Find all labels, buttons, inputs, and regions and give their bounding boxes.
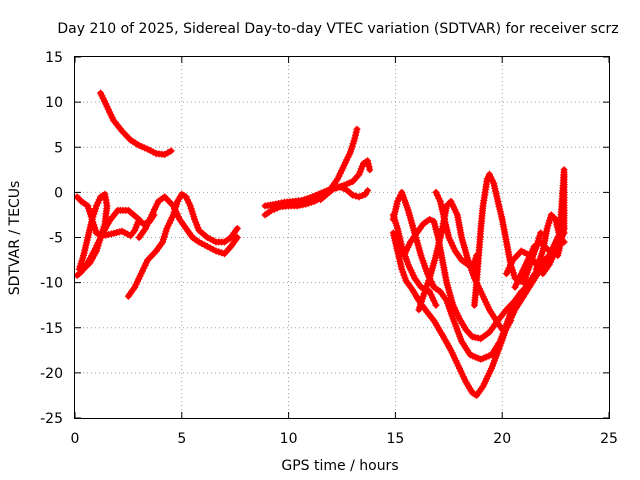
series-track-5: [124, 190, 241, 300]
y-tick-label: -25: [40, 411, 63, 427]
x-tick-label: 20: [493, 431, 511, 447]
data-point-marker: [433, 191, 441, 199]
data-point-marker: [95, 196, 103, 204]
data-point-marker: [358, 192, 366, 199]
series-track-1: [97, 89, 175, 158]
chart-title: Day 210 of 2025, Sidereal Day-to-day VTE…: [57, 21, 618, 37]
series-track-8: [261, 157, 374, 210]
data-point-marker: [362, 190, 369, 198]
data-point-marker: [167, 147, 175, 155]
series-track-4: [75, 190, 111, 278]
data-point-marker: [488, 176, 496, 184]
data-point-marker: [432, 188, 440, 196]
x-tick-label: 5: [177, 431, 186, 447]
data-point-marker: [483, 175, 491, 183]
series-track-2: [75, 193, 143, 240]
data-point-marker: [365, 163, 373, 171]
data-point-marker: [399, 268, 407, 276]
y-axis-label: SDTVAR / TECUs: [7, 181, 23, 296]
data-point-marker: [352, 131, 359, 139]
data-point-marker: [426, 215, 434, 223]
data-point-marker: [507, 317, 515, 325]
data-point-marker: [560, 166, 568, 174]
data-point-marker: [92, 229, 100, 237]
data-point-marker: [333, 184, 341, 192]
data-point-marker: [395, 194, 403, 202]
grid: [75, 57, 609, 418]
data-point-marker: [182, 193, 190, 201]
data-point-marker: [94, 199, 102, 207]
x-tick-label: 15: [386, 431, 404, 447]
data-point-marker: [364, 157, 372, 165]
data-point-marker: [355, 193, 363, 201]
data-point-marker: [517, 288, 525, 296]
data-point-marker: [351, 134, 359, 142]
y-tick-label: 15: [45, 50, 63, 66]
data-point-marker: [185, 199, 193, 207]
data-point-marker: [366, 166, 374, 174]
x-tick-label: 25: [600, 431, 618, 447]
data-point-marker: [394, 197, 401, 205]
series-line: [125, 191, 241, 299]
y-tick-label: 0: [54, 185, 63, 201]
data-point-marker: [352, 192, 360, 200]
series-track-9: [317, 183, 372, 204]
y-tick-label: -10: [40, 276, 63, 292]
y-tick-label: -5: [49, 231, 63, 247]
series-group: [75, 89, 568, 399]
series-layer: [75, 89, 568, 399]
data-point-marker: [432, 301, 440, 309]
data-point-marker: [435, 194, 443, 202]
data-point-marker: [560, 238, 568, 246]
y-tick-labels: 15 10 5 0 -5 -10 -15 -20 -25: [40, 50, 63, 427]
data-point-marker: [184, 196, 191, 204]
data-point-marker: [427, 291, 435, 299]
data-point-marker: [353, 125, 361, 133]
plot-frame: [74, 56, 610, 419]
data-point-marker: [336, 183, 344, 191]
data-point-marker: [364, 160, 372, 168]
series-track-14: [415, 197, 515, 336]
series-track-19: [532, 211, 568, 273]
data-point-marker: [75, 270, 83, 278]
data-point-marker: [349, 191, 357, 199]
data-point-marker: [352, 128, 360, 136]
y-tick-label: 5: [54, 140, 63, 156]
data-point-marker: [233, 234, 241, 241]
data-point-marker: [430, 297, 438, 305]
series-track-6: [135, 193, 241, 258]
data-point-marker: [364, 187, 372, 195]
data-point-marker: [233, 224, 241, 232]
data-point-marker: [485, 170, 493, 178]
data-point-marker: [330, 185, 337, 193]
series-track-16: [470, 170, 545, 309]
x-tick-label: 10: [280, 431, 298, 447]
axis-ticks: [74, 56, 610, 419]
x-axis-label: GPS time / hours: [281, 458, 398, 474]
y-tick-label: -15: [40, 321, 63, 337]
x-tick-labels: 0 5 10 15 20 25: [71, 431, 618, 447]
data-point-marker: [428, 294, 436, 302]
x-tick-label: 0: [71, 431, 80, 447]
data-point-marker: [339, 184, 347, 192]
y-tick-label: 10: [45, 95, 63, 111]
series-track-13: [389, 188, 525, 363]
data-point-marker: [92, 202, 100, 210]
y-tick-label: -20: [40, 366, 63, 382]
data-point-marker: [487, 173, 495, 181]
